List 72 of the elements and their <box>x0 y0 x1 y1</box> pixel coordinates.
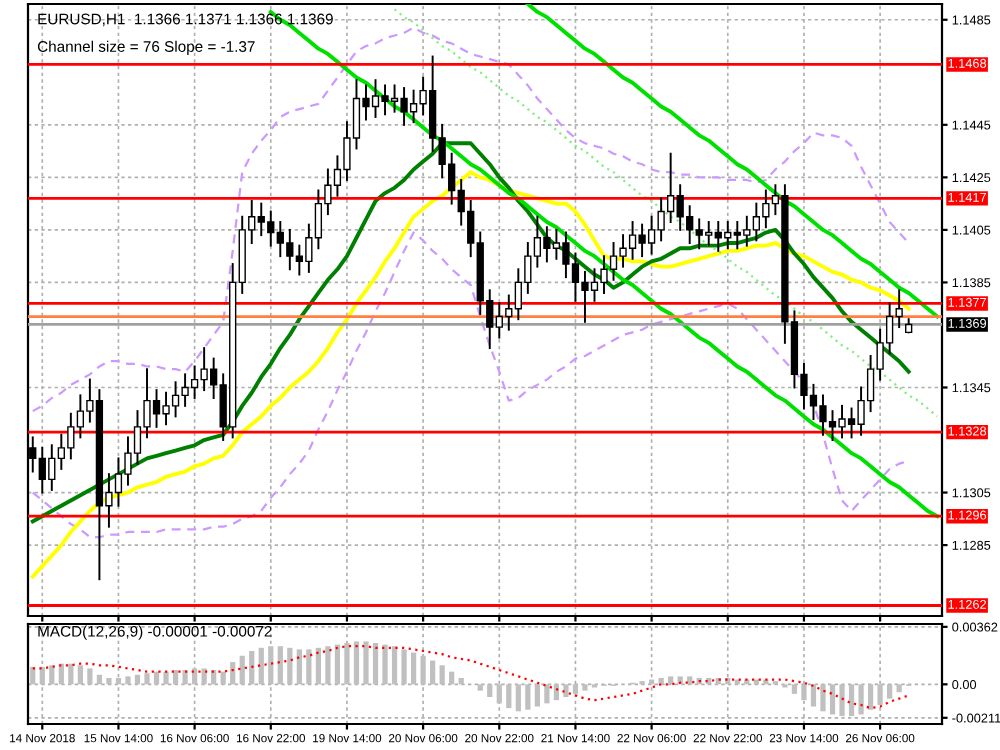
bar <box>515 684 521 712</box>
line-series <box>393 8 939 418</box>
bar <box>87 668 93 685</box>
bar <box>239 655 245 685</box>
bar <box>287 647 293 685</box>
bar <box>182 670 188 685</box>
bar <box>791 684 798 694</box>
bar <box>296 649 302 685</box>
bar <box>896 684 902 693</box>
bar <box>858 684 864 715</box>
bar <box>449 671 455 685</box>
bar <box>477 684 483 691</box>
bar <box>487 684 493 698</box>
line-series <box>31 231 910 539</box>
bar <box>315 647 321 685</box>
bar <box>887 684 893 699</box>
bar <box>172 670 179 685</box>
bar <box>420 655 426 685</box>
bar <box>134 674 141 685</box>
bar <box>430 660 436 685</box>
bar <box>230 662 236 685</box>
bar <box>201 668 207 685</box>
bar <box>372 643 379 685</box>
bar <box>829 684 836 715</box>
bar <box>115 677 122 685</box>
bar <box>334 644 341 685</box>
bar <box>163 671 169 685</box>
line-series <box>31 645 910 710</box>
bar <box>220 671 226 685</box>
bar <box>848 684 855 717</box>
bar <box>96 674 103 685</box>
bar <box>563 684 569 698</box>
bar <box>553 684 560 701</box>
bar <box>125 676 131 685</box>
bar <box>810 684 817 707</box>
bar <box>401 649 407 685</box>
bar <box>439 665 445 685</box>
bar <box>268 646 274 685</box>
bar <box>353 641 360 685</box>
bar <box>458 677 464 685</box>
bar <box>277 646 283 685</box>
bar <box>49 665 55 685</box>
bar <box>382 644 388 685</box>
bar <box>668 676 674 685</box>
bar <box>839 684 845 717</box>
bar <box>258 647 264 685</box>
bar <box>106 677 112 685</box>
bar <box>544 684 550 704</box>
bar <box>410 652 417 685</box>
bar <box>877 684 883 705</box>
bar <box>867 684 874 710</box>
line-series <box>525 4 940 319</box>
bar <box>801 684 807 701</box>
bar <box>820 684 826 712</box>
bar <box>363 641 369 685</box>
bar <box>144 673 150 685</box>
bar <box>525 684 531 710</box>
bar <box>496 684 502 704</box>
bar <box>344 643 350 685</box>
line-series <box>31 26 910 413</box>
bar <box>77 665 83 685</box>
bar <box>68 663 74 685</box>
bar <box>249 650 255 685</box>
bar <box>192 668 198 685</box>
bar <box>306 649 312 685</box>
bar <box>687 676 693 685</box>
bar <box>572 684 579 694</box>
bar <box>325 646 331 685</box>
bar <box>391 646 398 685</box>
bar <box>582 684 588 691</box>
bar <box>506 684 512 709</box>
bar <box>534 684 540 707</box>
